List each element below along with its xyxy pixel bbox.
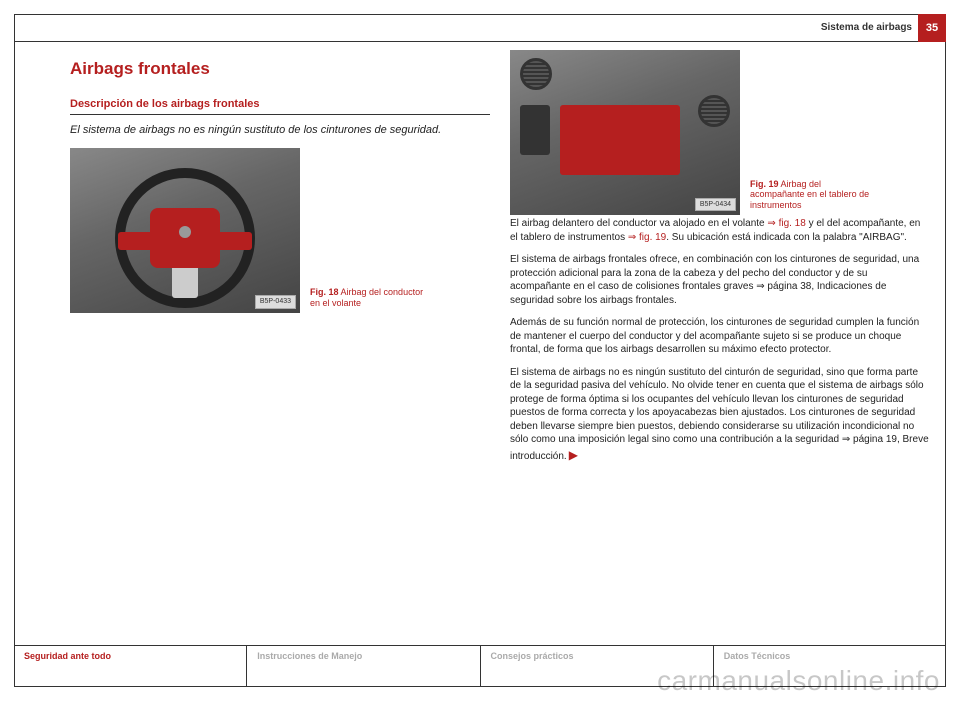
page-number: 35 [918, 14, 946, 42]
airbag-hub-icon [150, 208, 220, 268]
footer-tab-seguridad[interactable]: Seguridad ante todo [14, 645, 247, 687]
paragraph-2: El sistema de airbags frontales ofrece, … [510, 253, 930, 307]
figure-18-caption: Fig. 18 Airbag del conductor en el volan… [310, 287, 430, 309]
p1c: . Su ubicación está indicada con la pala… [666, 232, 907, 243]
heading-1: Airbags frontales [70, 58, 490, 81]
figure-18: B5P-0433 Fig. 18 Airbag del conductor en… [70, 148, 490, 313]
figure-19: B5P-0434 Fig. 19 Airbag del acompañante … [510, 50, 930, 215]
paragraph-4: El sistema de airbags no es ningún susti… [510, 366, 930, 464]
paragraph-1: El airbag delantero del conductor va alo… [510, 217, 930, 244]
paragraph-3: Además de su función normal de protecció… [510, 316, 930, 357]
fig-num: Fig. 18 [310, 287, 339, 297]
intro-text: El sistema de airbags no es ningún susti… [70, 123, 490, 138]
header-section-title: Sistema de airbags [821, 22, 918, 33]
p1a: El airbag delantero del conductor va alo… [510, 218, 767, 229]
continuation-arrow-icon: ▶ [569, 448, 578, 462]
footer-nav: Seguridad ante todo Instrucciones de Man… [14, 645, 946, 687]
footer-tab-datos[interactable]: Datos Técnicos [714, 645, 946, 687]
footer-tab-instrucciones[interactable]: Instrucciones de Manejo [247, 645, 480, 687]
air-vent-icon [520, 58, 552, 90]
image-tag: B5P-0434 [695, 198, 736, 211]
heading-2: Descripción de los airbags frontales [70, 97, 490, 115]
image-tag: B5P-0433 [255, 295, 296, 308]
dash-buttons-icon [520, 105, 550, 155]
footer-tab-consejos[interactable]: Consejos prácticos [481, 645, 714, 687]
content-area: Airbags frontales Descripción de los air… [70, 46, 930, 631]
page-header: Sistema de airbags 35 [14, 14, 946, 42]
right-column: B5P-0434 Fig. 19 Airbag del acompañante … [510, 46, 930, 631]
figure-19-caption: Fig. 19 Airbag del acompañante en el tab… [750, 179, 870, 211]
figure-19-image: B5P-0434 [510, 50, 740, 215]
air-vent-icon [698, 95, 730, 127]
fig-num: Fig. 19 [750, 179, 779, 189]
figure-18-image: B5P-0433 [70, 148, 300, 313]
airbag-panel-icon [560, 105, 680, 175]
left-column: Airbags frontales Descripción de los air… [70, 46, 490, 631]
fig-link-18: ⇒ fig. 18 [767, 218, 805, 229]
fig-link-19: ⇒ fig. 19 [628, 232, 666, 243]
